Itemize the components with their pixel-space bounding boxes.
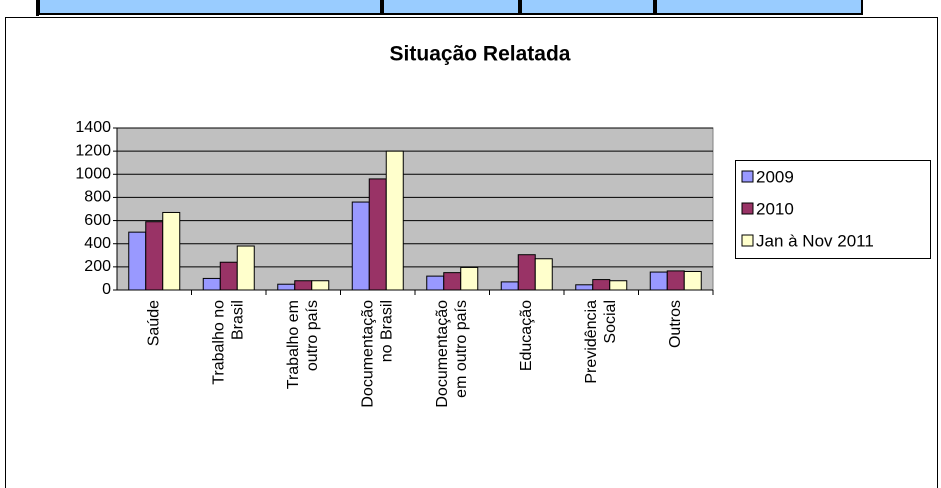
- legend-label: 2010: [756, 199, 794, 218]
- y-tick-label: 600: [84, 212, 111, 229]
- table-cell: [38, 0, 382, 15]
- bar: [426, 275, 445, 291]
- legend: [735, 160, 931, 259]
- legend-swatch: [741, 202, 754, 215]
- x-tick-label: Trabalho em outro país: [285, 300, 321, 389]
- legend-swatch: [741, 234, 754, 247]
- x-tick-label: Educação: [518, 300, 535, 371]
- bar: [666, 270, 685, 291]
- x-tick-label: Previdência Social: [583, 300, 619, 384]
- y-tick-label: 1400: [75, 119, 111, 136]
- y-tick-label: 1000: [75, 166, 111, 183]
- y-tick-label: 1200: [75, 142, 111, 159]
- x-tick-label: Outros: [667, 300, 684, 348]
- bar: [128, 231, 147, 291]
- x-tick-label: Documentação no Brasil: [359, 300, 395, 408]
- table-cell: [382, 0, 520, 15]
- bar: [534, 258, 553, 291]
- legend-swatch: [741, 170, 754, 183]
- y-tick-label: 800: [84, 189, 111, 206]
- bar: [575, 284, 594, 291]
- legend-label: Jan à Nov 2011: [756, 231, 874, 250]
- bar: [145, 221, 164, 291]
- table-cell: [655, 0, 863, 15]
- bar: [311, 280, 330, 291]
- bar: [202, 277, 221, 291]
- bar: [517, 254, 536, 291]
- y-tick-label: 200: [84, 258, 111, 275]
- bar: [592, 279, 611, 291]
- chart-title: Situação Relatada: [390, 43, 571, 66]
- bar: [500, 281, 519, 291]
- x-tick-label: Saúde: [145, 300, 162, 346]
- bar: [683, 270, 702, 291]
- bar: [219, 261, 238, 291]
- bar: [236, 245, 255, 291]
- plot-area: [116, 127, 714, 291]
- bar: [385, 150, 404, 291]
- x-tick-label: Trabalho no Brasil: [210, 300, 246, 385]
- bar: [294, 280, 313, 291]
- bar: [277, 283, 296, 291]
- bar: [609, 280, 628, 291]
- bar: [443, 272, 462, 291]
- table-border: [36, 0, 39, 16]
- y-tick-label: 400: [84, 235, 111, 252]
- y-tick-label: 0: [102, 281, 111, 298]
- bar: [162, 211, 181, 291]
- bar: [649, 271, 668, 291]
- bar: [351, 201, 370, 291]
- table-cell: [520, 0, 655, 15]
- bar: [368, 178, 387, 291]
- bar: [460, 266, 479, 291]
- legend-label: 2009: [756, 167, 794, 186]
- x-tick-label: Documentação em outro país: [434, 300, 470, 408]
